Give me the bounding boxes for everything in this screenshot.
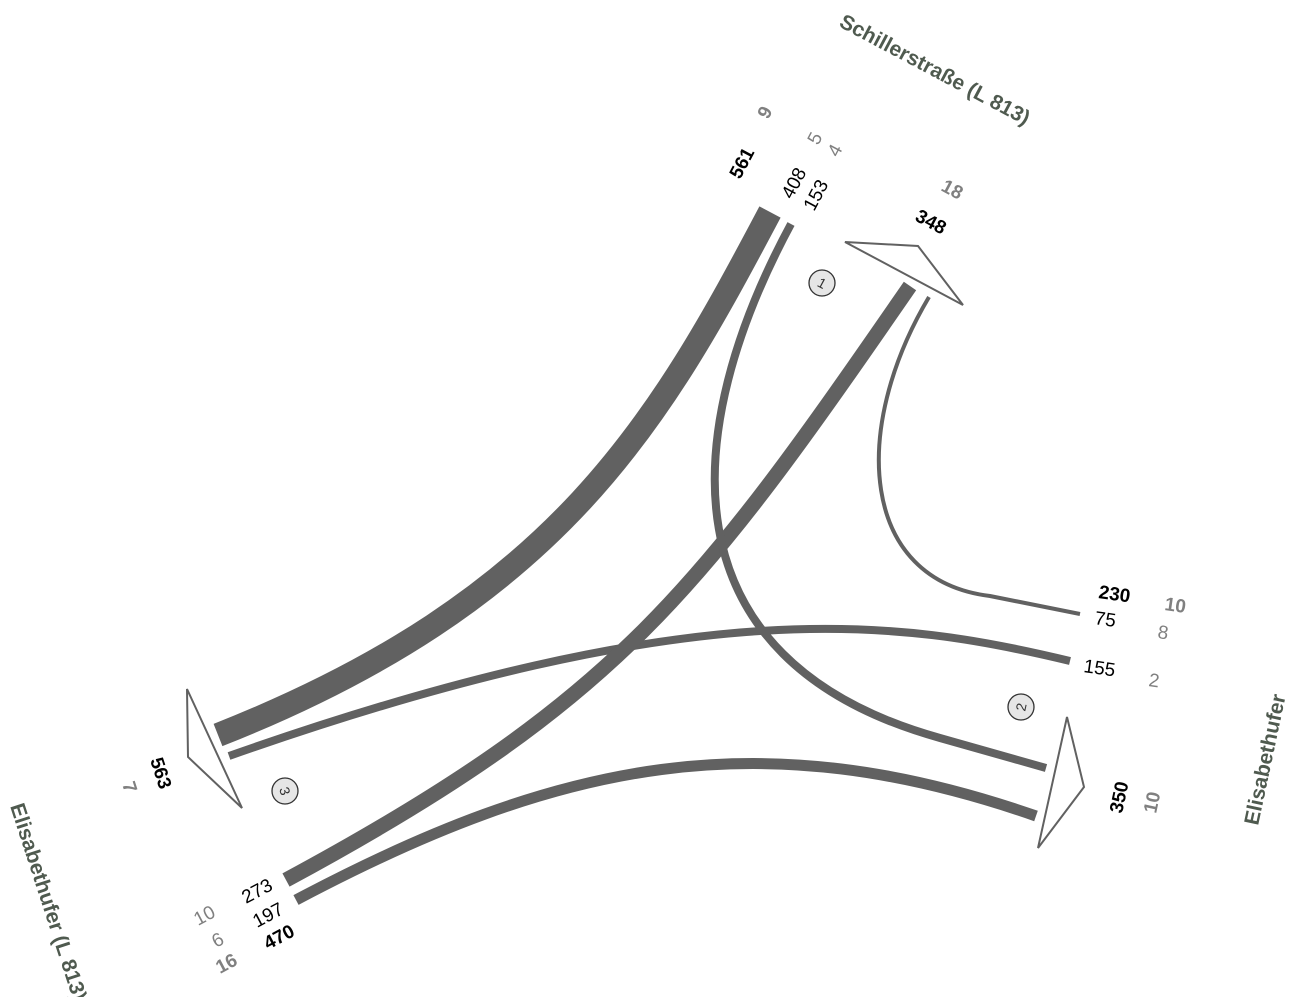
flow-southwest-to-east (293, 757, 1038, 905)
flow-east-to-north (876, 295, 1081, 616)
node-marker-3: 3 (271, 777, 299, 805)
exit-arrow-north (844, 241, 964, 306)
southwest-out-total-heavy: 7 (117, 779, 140, 796)
southwest-in-total-heavy: 16 (212, 950, 241, 978)
flow-bands (213, 206, 1081, 905)
east-to-southwest-heavy: 2 (1147, 670, 1160, 692)
east-out-total: 350 (1106, 780, 1133, 815)
north-out-total-heavy: 18 (938, 176, 967, 204)
southwest-to-east-heavy: 6 (208, 929, 227, 953)
north-right-heavy: 4 (824, 141, 848, 161)
north-out-total: 348 (912, 206, 950, 239)
east-to-southwest-volume: 155 (1082, 656, 1116, 681)
east-to-north-heavy: 8 (1156, 622, 1169, 644)
street-label-east: Elisabethufer (1240, 692, 1290, 827)
east-to-north-volume: 75 (1093, 608, 1117, 632)
node-marker-1: 1 (808, 269, 836, 297)
east-in-total-heavy: 10 (1163, 594, 1187, 618)
flow-southwest-to-north (282, 281, 917, 887)
street-label-southwest: Elisabethufer (L 813) (5, 800, 91, 997)
southwest-to-north-heavy: 10 (190, 902, 219, 930)
exit-arrow-southwest (186, 688, 243, 809)
southwest-out-total: 563 (145, 755, 175, 792)
north-left-heavy: 5 (804, 129, 828, 148)
north-in-total: 561 (726, 144, 760, 182)
node-marker-label: 2 (1012, 701, 1029, 712)
east-out-total-heavy: 10 (1140, 790, 1165, 815)
flow-north-to-southwest (213, 206, 781, 747)
street-label-north: Schillerstraße (L 813) (836, 10, 1034, 130)
flow-north-to-east (710, 222, 1048, 772)
east-in-total: 230 (1097, 582, 1131, 607)
node-marker-2: 2 (1007, 693, 1035, 721)
north-in-total-heavy: 9 (754, 103, 778, 122)
exit-arrow-east (1037, 716, 1086, 849)
